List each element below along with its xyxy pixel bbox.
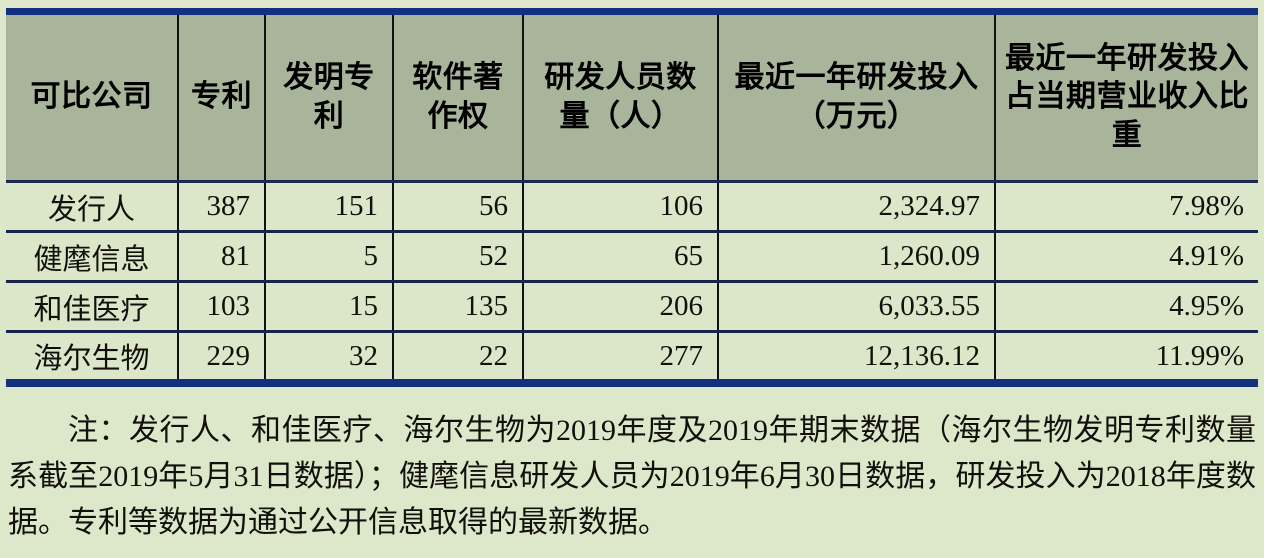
table-row: 海尔生物 229 32 22 277 12,136.12 11.99% [6, 331, 1258, 387]
table-header-row: 可比公司 专利 发明专利 软件著作权 研发人员数量（人） 最近一年研发投入（万元… [6, 8, 1258, 183]
table-body: 发行人 387 151 56 106 2,324.97 7.98% 健麾信息 8… [6, 181, 1258, 387]
cell-rd-staff: 106 [523, 181, 719, 233]
cell-rd-staff: 206 [523, 281, 719, 333]
cell-company: 和佳医疗 [6, 281, 179, 333]
cell-invention-patents: 15 [265, 281, 394, 333]
column-header-invention-patents: 发明专利 [265, 8, 394, 183]
cell-invention-patents: 151 [265, 181, 394, 233]
cell-software-copyrights: 52 [393, 231, 524, 283]
cell-rd-investment: 12,136.12 [718, 331, 996, 387]
column-header-company: 可比公司 [6, 8, 179, 183]
cell-company: 发行人 [6, 181, 179, 233]
cell-patents: 81 [178, 231, 266, 283]
table-header: 可比公司 专利 发明专利 软件著作权 研发人员数量（人） 最近一年研发投入（万元… [6, 8, 1258, 183]
cell-software-copyrights: 22 [393, 331, 524, 387]
table-row: 健麾信息 81 5 52 65 1,260.09 4.91% [6, 231, 1258, 283]
table-row: 和佳医疗 103 15 135 206 6,033.55 4.95% [6, 281, 1258, 333]
column-header-rd-staff: 研发人员数量（人） [523, 8, 719, 183]
cell-software-copyrights: 56 [393, 181, 524, 233]
cell-rd-ratio: 7.98% [995, 181, 1258, 233]
cell-invention-patents: 32 [265, 331, 394, 387]
cell-patents: 387 [178, 181, 266, 233]
comparable-companies-table: 可比公司 专利 发明专利 软件著作权 研发人员数量（人） 最近一年研发投入（万元… [6, 8, 1258, 387]
cell-rd-ratio: 11.99% [995, 331, 1258, 387]
cell-rd-ratio: 4.95% [995, 281, 1258, 333]
cell-rd-staff: 277 [523, 331, 719, 387]
cell-company: 海尔生物 [6, 331, 179, 387]
comparable-companies-table-wrapper: 可比公司 专利 发明专利 软件著作权 研发人员数量（人） 最近一年研发投入（万元… [6, 8, 1258, 387]
cell-software-copyrights: 135 [393, 281, 524, 333]
column-header-rd-ratio: 最近一年研发投入占当期营业收入比重 [995, 8, 1258, 183]
cell-patents: 103 [178, 281, 266, 333]
column-header-software-copyrights: 软件著作权 [393, 8, 524, 183]
cell-rd-investment: 2,324.97 [718, 181, 996, 233]
cell-rd-investment: 6,033.55 [718, 281, 996, 333]
cell-patents: 229 [178, 331, 266, 387]
cell-rd-investment: 1,260.09 [718, 231, 996, 283]
cell-rd-ratio: 4.91% [995, 231, 1258, 283]
cell-company: 健麾信息 [6, 231, 179, 283]
cell-rd-staff: 65 [523, 231, 719, 283]
column-header-rd-investment: 最近一年研发投入（万元） [718, 8, 996, 183]
cell-invention-patents: 5 [265, 231, 394, 283]
table-row: 发行人 387 151 56 106 2,324.97 7.98% [6, 181, 1258, 233]
table-footnote: 注：发行人、和佳医疗、海尔生物为2019年度及2019年期末数据（海尔生物发明专… [8, 414, 1256, 539]
column-header-patents: 专利 [178, 8, 266, 183]
